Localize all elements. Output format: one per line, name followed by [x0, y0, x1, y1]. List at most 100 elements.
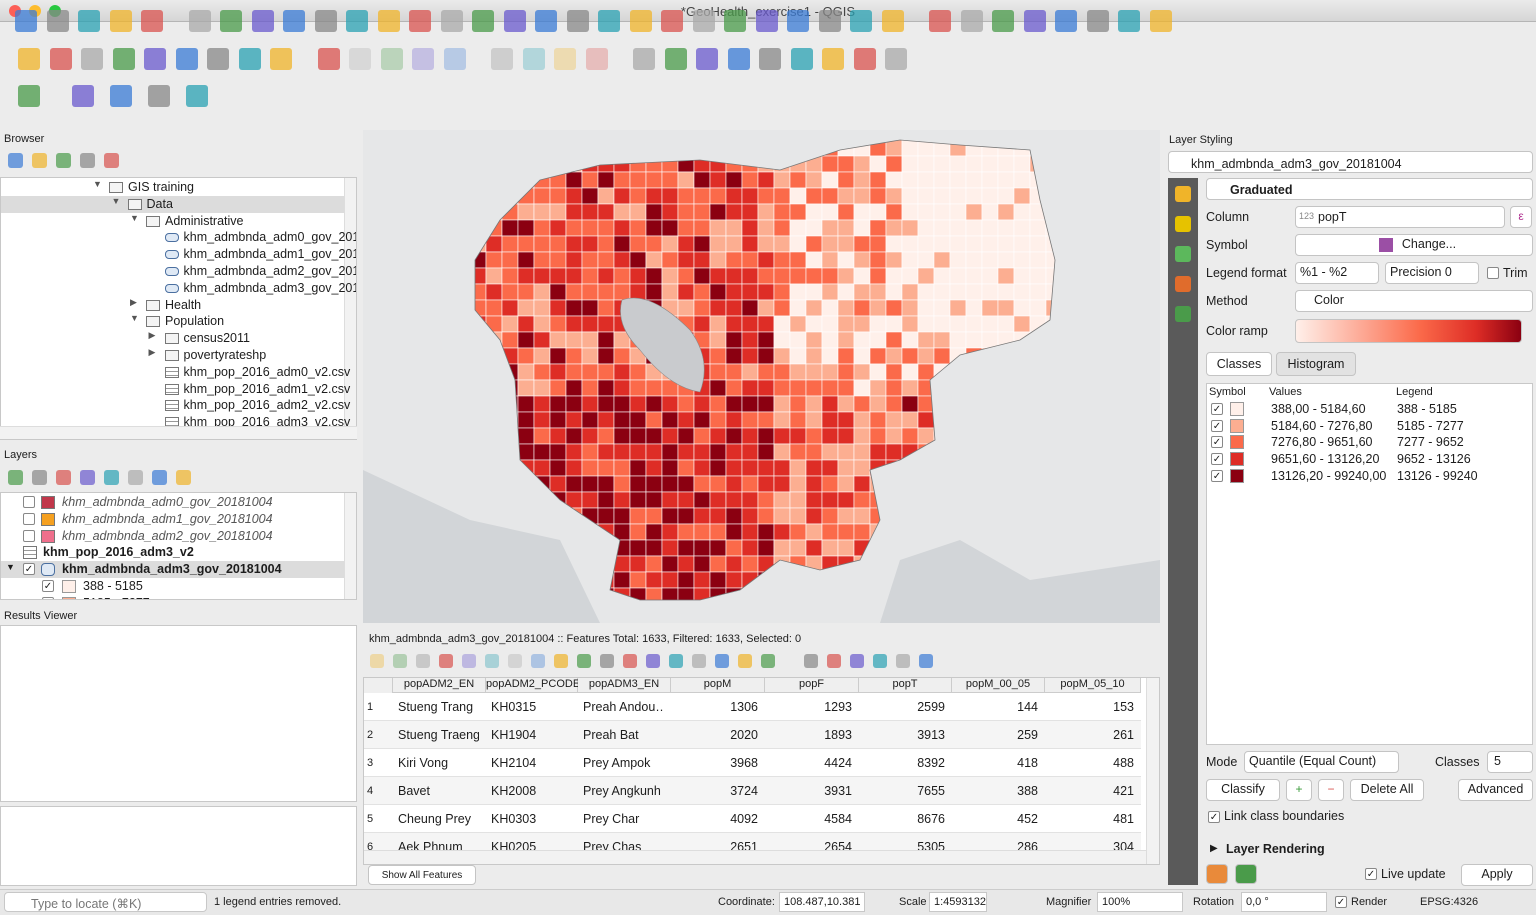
table-cell[interactable]: 1293: [824, 700, 852, 714]
table-cell[interactable]: KH1904: [491, 728, 537, 742]
layer-name[interactable]: khm_admbnda_adm2_gov_20181004: [62, 528, 273, 543]
toolbar-button[interactable]: [412, 48, 434, 70]
link-checkbox[interactable]: ✓: [1208, 811, 1220, 823]
expand-arrow[interactable]: ▼: [6, 562, 15, 573]
table-tool[interactable]: [370, 654, 384, 668]
toolbar-button[interactable]: [661, 10, 683, 32]
table-cell[interactable]: Stueng Traeng: [398, 728, 479, 742]
color-ramp[interactable]: [1295, 319, 1522, 343]
table-tool[interactable]: [738, 654, 752, 668]
toolbar-button[interactable]: [885, 48, 907, 70]
column-header[interactable]: Legend: [1396, 386, 1433, 398]
legend-checkbox[interactable]: ✓: [42, 596, 54, 599]
scrollbar[interactable]: [344, 493, 356, 599]
apply-button[interactable]: Apply: [1461, 864, 1533, 886]
table-cell[interactable]: 7655: [917, 784, 945, 798]
table-cell[interactable]: Preah Bat: [583, 728, 639, 742]
toolbar-button[interactable]: [1086, 10, 1109, 32]
toolbar-button[interactable]: [853, 48, 876, 70]
table-tool[interactable]: [531, 654, 545, 668]
toolbar-button[interactable]: [72, 85, 94, 107]
class-legend[interactable]: 13126 - 99240: [1397, 468, 1478, 483]
column-header[interactable]: Symbol: [1209, 386, 1246, 398]
toolbar-button[interactable]: [270, 48, 292, 70]
layers-tool[interactable]: [152, 470, 167, 485]
toolbar-button[interactable]: [535, 10, 557, 32]
browser-tool[interactable]: [8, 153, 23, 168]
status-field[interactable]: 100%: [1097, 892, 1183, 912]
redo-button[interactable]: [1235, 864, 1257, 884]
mode-combo[interactable]: Quantile (Equal Count): [1244, 751, 1399, 773]
undo-button[interactable]: [1206, 864, 1228, 884]
class-values[interactable]: 13126,20 - 99240,00: [1271, 468, 1387, 483]
table-cell[interactable]: 144: [1017, 700, 1038, 714]
toolbar-button[interactable]: [598, 10, 620, 32]
toolbar-button[interactable]: [881, 10, 904, 32]
table-cell[interactable]: Prey Ampok: [583, 756, 651, 770]
table-cell[interactable]: KH2008: [491, 784, 537, 798]
toolbar-button[interactable]: [220, 10, 242, 32]
table-cell[interactable]: 3931: [824, 784, 852, 798]
toolbar-button[interactable]: [787, 10, 809, 32]
layer-name[interactable]: khm_admbnda_adm3_gov_20181004: [62, 562, 282, 577]
toolbar-button[interactable]: [15, 10, 37, 32]
section-title[interactable]: Layer Rendering: [1226, 842, 1325, 856]
style-tab[interactable]: [1175, 306, 1191, 322]
add-class[interactable]: +: [1286, 779, 1312, 801]
locator[interactable]: Type to locate (⌘K): [4, 892, 207, 912]
toolbar-button[interactable]: [349, 48, 371, 70]
table-tool[interactable]: [577, 654, 591, 668]
status-field[interactable]: 108.487,10.381: [779, 892, 865, 912]
table-tool[interactable]: [896, 654, 910, 668]
table-tool[interactable]: [804, 654, 818, 668]
table-tool[interactable]: [873, 654, 887, 668]
toolbar-button[interactable]: [317, 48, 340, 70]
scrollbar[interactable]: [344, 178, 356, 439]
table-tool[interactable]: [508, 654, 522, 668]
tree-item[interactable]: khm_admbnda_adm0_gov_20181004: [183, 230, 357, 245]
table-cell[interactable]: 8676: [917, 812, 945, 826]
tab[interactable]: Classes: [1206, 352, 1272, 376]
layer-name[interactable]: khm_pop_2016_adm3_v2: [43, 545, 194, 560]
table-cell[interactable]: 153: [1113, 700, 1134, 714]
layers-tool[interactable]: [32, 470, 47, 485]
class-legend[interactable]: 388 - 5185: [1397, 402, 1457, 416]
browser-tool[interactable]: [56, 153, 71, 168]
table-cell[interactable]: KH0315: [491, 700, 537, 714]
table-cell[interactable]: KH2104: [491, 756, 537, 770]
column-header[interactable]: Values: [1269, 386, 1302, 398]
table-tool[interactable]: [646, 654, 660, 668]
toolbar-button[interactable]: [692, 10, 715, 32]
column-combo[interactable]: [1295, 206, 1505, 228]
table-tool[interactable]: [485, 654, 499, 668]
table-tool[interactable]: [439, 654, 453, 668]
row-number[interactable]: 2: [367, 729, 374, 741]
toolbar-button[interactable]: [1055, 10, 1077, 32]
class-checkbox[interactable]: ✓: [1211, 419, 1223, 432]
table-cell[interactable]: Cheung Prey: [398, 812, 471, 826]
table-cell[interactable]: KH0303: [491, 812, 537, 826]
table-cell[interactable]: 2599: [917, 700, 945, 714]
toolbar-button[interactable]: [759, 48, 781, 70]
tree-item[interactable]: khm_admbnda_adm2_gov_20181004: [183, 264, 357, 278]
toolbar-button[interactable]: [818, 10, 841, 32]
style-tab[interactable]: [1175, 186, 1191, 202]
toolbar-button[interactable]: [377, 10, 400, 32]
live-checkbox[interactable]: ✓: [1365, 868, 1377, 880]
table-cell[interactable]: 481: [1113, 812, 1134, 826]
table-tool[interactable]: [462, 654, 476, 668]
table-cell[interactable]: Prey Angkunh: [583, 784, 661, 798]
toolbar-button[interactable]: [850, 10, 872, 32]
layer-checkbox[interactable]: [23, 512, 35, 525]
toolbar-button[interactable]: [188, 10, 211, 32]
table-tool[interactable]: [416, 654, 430, 668]
status-label[interactable]: Render: [1351, 896, 1388, 908]
tree-item[interactable]: khm_pop_2016_adm2_v2.csv: [183, 398, 351, 413]
table-cell[interactable]: 2020: [730, 728, 758, 742]
table-cell[interactable]: 4424: [824, 756, 852, 770]
expression-button[interactable]: ε: [1510, 206, 1532, 228]
toolbar-button[interactable]: [960, 10, 983, 32]
toolbar-button[interactable]: [109, 10, 132, 32]
column-header[interactable]: popF: [765, 678, 859, 693]
class-values[interactable]: 5184,60 - 7276,80: [1271, 418, 1373, 433]
